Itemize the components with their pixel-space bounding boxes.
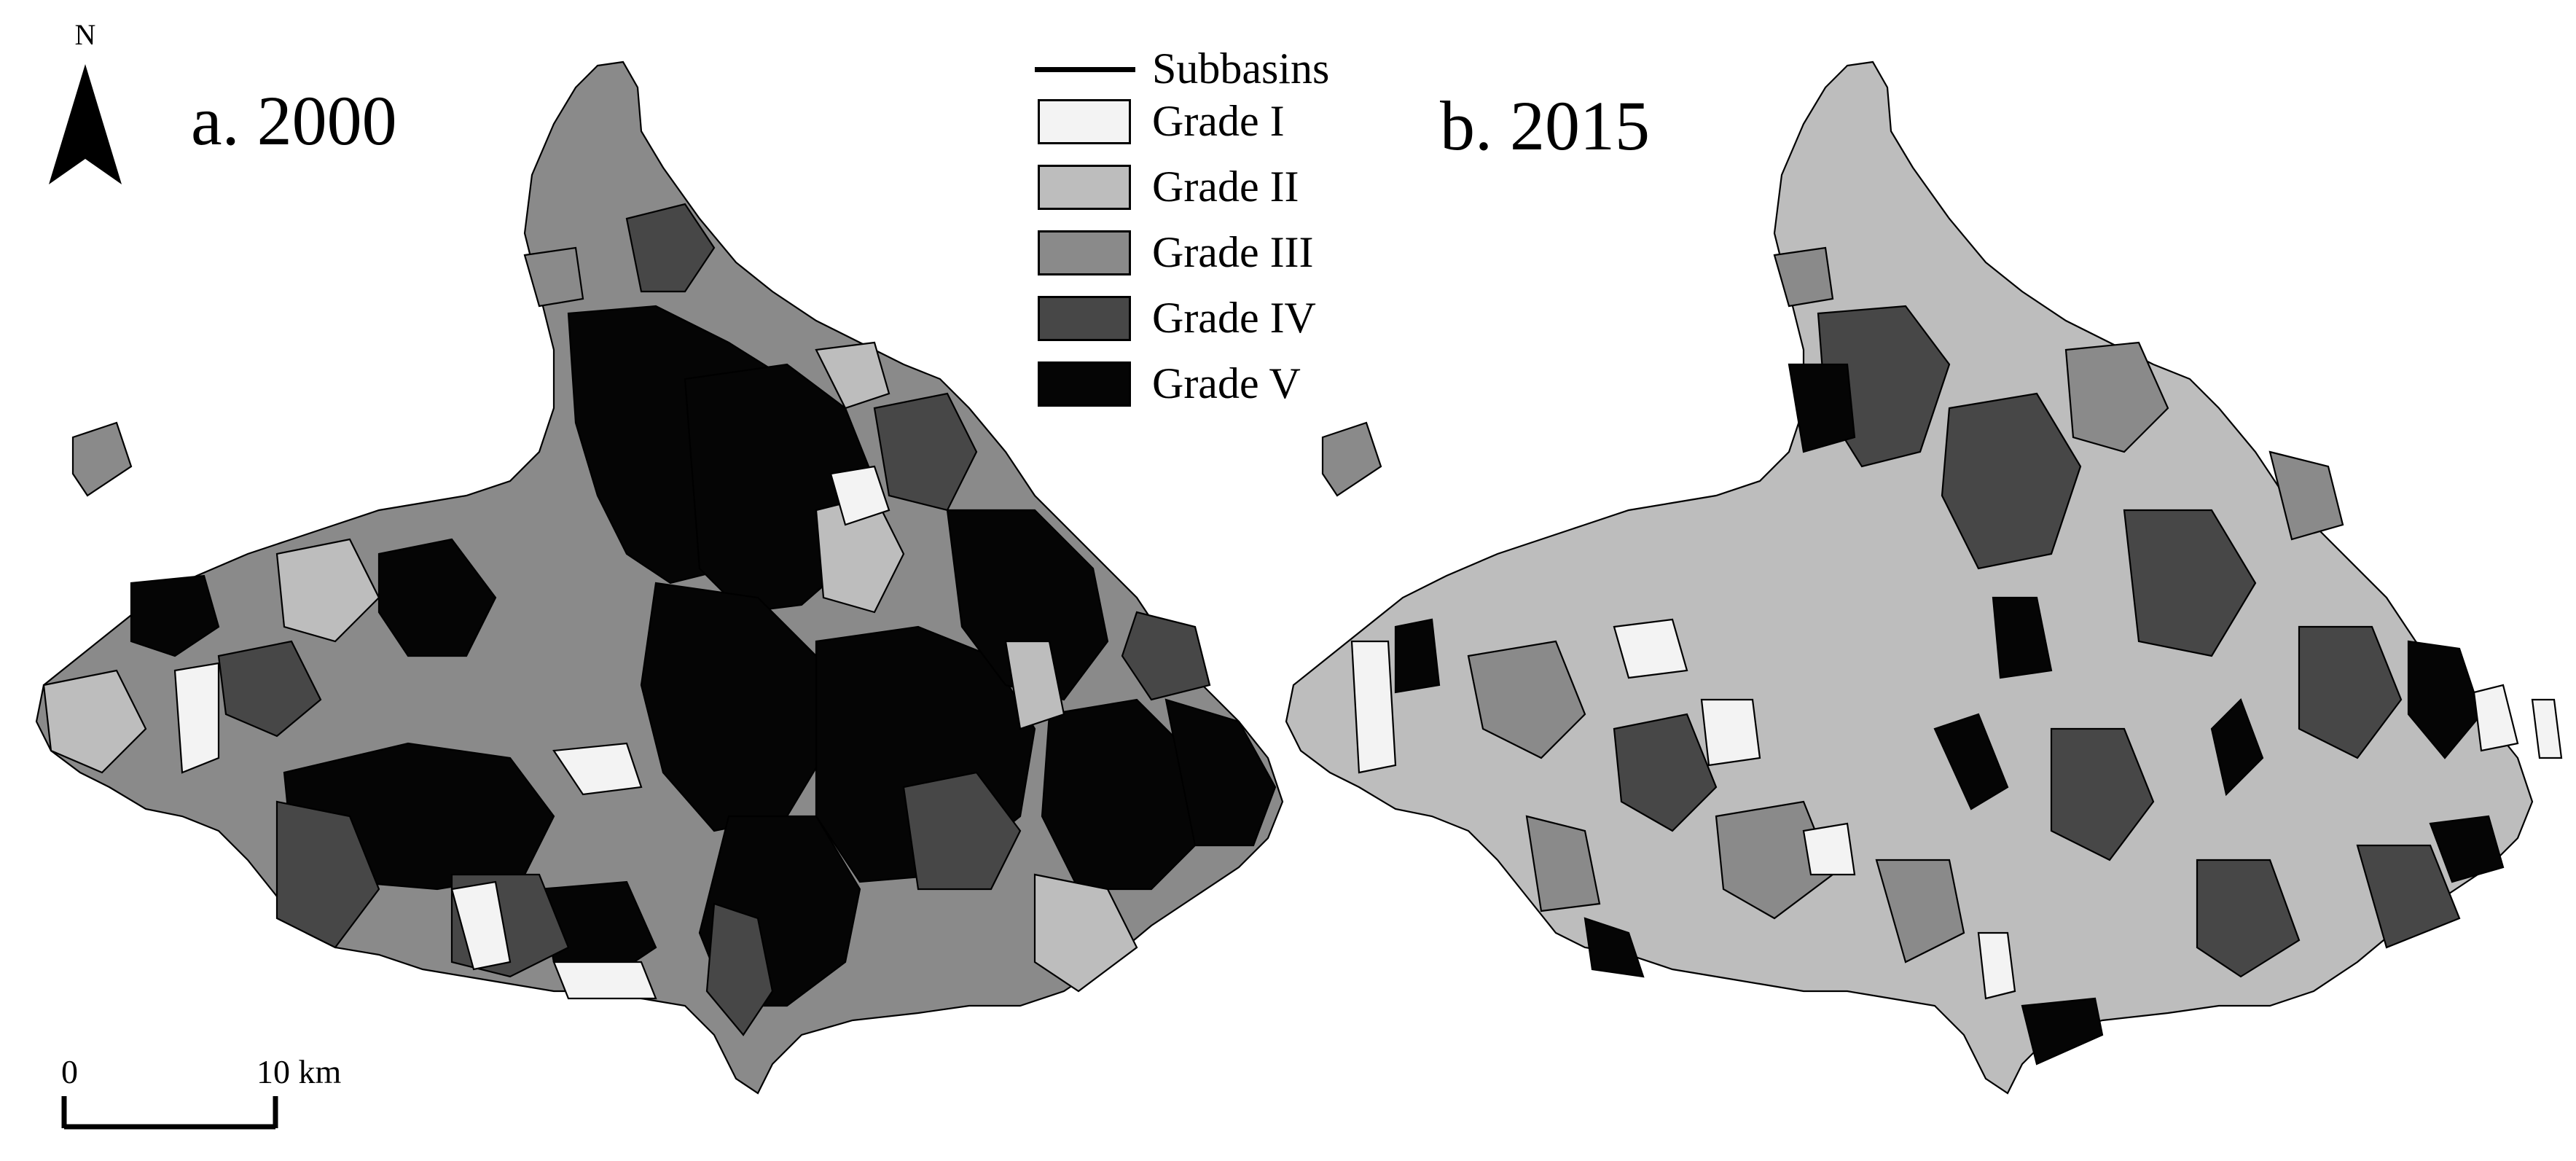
subbasin (2123, 509, 2257, 657)
map-panel-a (35, 60, 1284, 1095)
legend-line-symbol (1035, 67, 1135, 72)
subbasin (873, 392, 978, 512)
legend-label: Subbasins (1152, 44, 1330, 93)
legend-swatch (1038, 165, 1131, 210)
subbasin (2298, 625, 2403, 759)
subbasin (2531, 698, 2563, 759)
subbasin (829, 465, 890, 526)
legend-swatch (1038, 361, 1131, 407)
subbasin (2064, 341, 2169, 453)
legend-item-grade-2: Grade II (1033, 162, 1441, 213)
scale-end-label: 10 km (257, 1053, 342, 1090)
subbasin (173, 662, 220, 774)
subbasin (552, 961, 657, 1000)
subbasin (217, 640, 322, 738)
subbasin (552, 742, 643, 796)
subbasin (1613, 618, 1688, 679)
subbasin (1467, 640, 1586, 759)
legend-item-grade-1: Grade I (1033, 96, 1441, 147)
subbasin (1321, 421, 1382, 497)
legend-swatch (1038, 296, 1131, 341)
subbasin (1773, 246, 1834, 308)
panel-title-a: a. 2000 (191, 82, 397, 160)
subbasin (1802, 822, 1856, 876)
subbasin (1700, 698, 1761, 767)
basin-outline-b (1285, 60, 2534, 1095)
subbasins-b (1321, 246, 2563, 1066)
subbasin (275, 538, 380, 643)
subbasin (2268, 450, 2344, 541)
legend: Subbasins Grade I Grade II Grade III Gra… (1033, 44, 1441, 423)
subbasin (902, 771, 1022, 891)
subbasin (275, 800, 380, 949)
subbasin (1033, 873, 1138, 993)
subbasin (1525, 815, 1601, 912)
legend-item-grade-5: Grade V (1033, 359, 1441, 410)
legend-label: Grade V (1152, 359, 1301, 407)
subbasin (1583, 917, 1645, 978)
subbasins-a (42, 203, 1277, 1036)
subbasin (2021, 997, 2104, 1066)
subbasin (1992, 596, 2053, 679)
subbasin (450, 880, 512, 971)
map-panel-b (1285, 60, 2563, 1095)
scale-start-label: 0 (61, 1053, 78, 1090)
subbasin (2196, 859, 2301, 978)
subbasin (1613, 713, 1718, 832)
subbasin (377, 538, 497, 657)
subbasin (130, 574, 220, 657)
subbasin (2429, 815, 2505, 883)
subbasin (1121, 611, 1211, 701)
north-label: N (74, 18, 96, 51)
subbasin (2210, 698, 2264, 797)
subbasin (2473, 684, 2519, 752)
north-arrow-icon (49, 64, 122, 184)
legend-label: Grade IV (1152, 294, 1316, 342)
subbasin (523, 246, 584, 308)
subbasin (946, 509, 1109, 701)
subbasin (625, 203, 716, 293)
panel-title-b: b. 2015 (1440, 87, 1650, 165)
subbasin (1394, 618, 1441, 694)
legend-swatch (1038, 99, 1131, 144)
legend-item-subbasins: Subbasins (1033, 44, 1441, 95)
subbasin (1875, 859, 1965, 963)
subbasin (1350, 640, 1397, 774)
legend-label: Grade I (1152, 97, 1285, 145)
subbasin (71, 421, 133, 497)
legend-item-grade-3: Grade III (1033, 227, 1441, 278)
subbasin (1977, 931, 2016, 1000)
subbasin (2050, 727, 2155, 861)
subbasin (705, 902, 774, 1036)
legend-label: Grade II (1152, 163, 1299, 211)
legend-swatch (1038, 230, 1131, 275)
subbasin (1164, 698, 1277, 847)
subbasin (2356, 844, 2461, 949)
subbasin (1933, 713, 2009, 810)
subbasin (815, 341, 890, 410)
subbasin (1788, 363, 1856, 453)
scale-bar-line (61, 1096, 278, 1130)
subbasin (1041, 698, 1211, 891)
subbasin (2407, 640, 2483, 759)
subbasin (1941, 392, 2082, 570)
north-arrow: N (45, 18, 125, 184)
subbasin (1004, 640, 1065, 730)
scale-bar: 0 10 km (61, 1049, 367, 1152)
subbasin (42, 669, 147, 774)
legend-label: Grade III (1152, 228, 1314, 276)
legend-item-grade-4: Grade IV (1033, 293, 1441, 344)
